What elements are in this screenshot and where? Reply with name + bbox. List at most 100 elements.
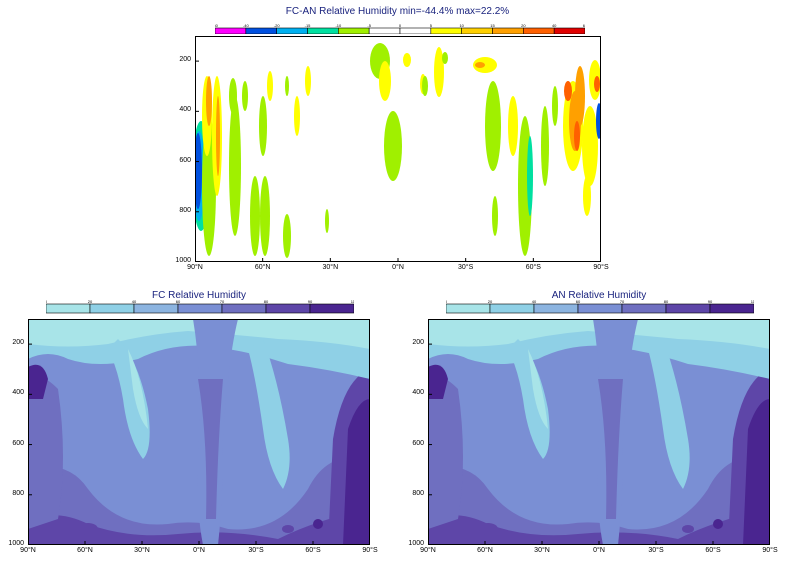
fc-colorbar-swatch [133, 303, 179, 314]
diff-colorbar-tick: -20 [274, 23, 281, 28]
diff-colorbar-swatch [245, 27, 277, 34]
an-colorbar-tick: 0 [446, 299, 448, 304]
fc-colorbar-tick: 90 [308, 299, 313, 304]
an-y-tick-label: 400 [412, 389, 424, 397]
diff-colorbar-tick: 5 [430, 23, 433, 28]
diff-colorbar-tick: -5 [367, 23, 371, 28]
diff-x-tick-label: 60°N [254, 264, 271, 271]
an-y-tick-label: 200 [412, 339, 424, 347]
diff-y-tick-label: 800 [179, 206, 191, 214]
an-colorbar-tick: 70 [620, 299, 625, 304]
an-colorbar-swatch [709, 303, 754, 314]
an-y-tick-label: 800 [412, 489, 424, 497]
fc-y-tick-label: 1000 [8, 540, 24, 547]
fc-colorbar-tick: 80 [264, 299, 269, 304]
diff-y-tick-label: 1000 [175, 257, 191, 264]
fc-colorbar-swatch [46, 303, 91, 314]
an-x-tick-label: 60°S [705, 547, 721, 554]
fc-colorbar-swatch [177, 303, 223, 314]
fc-x-tick-label: 90°S [362, 547, 378, 554]
an-colorbar-swatch [577, 303, 623, 314]
fc-colorbar-swatch [221, 303, 267, 314]
diff-colorbar-swatch [553, 27, 585, 34]
diff-x-tick-label: 90°S [593, 264, 609, 271]
diff-y-tick-label: 600 [179, 156, 191, 164]
diff-colorbar-tick: 0 [399, 23, 402, 28]
fc-colorbar-tick: 40 [132, 299, 137, 304]
an-colorbar-tick: 20 [488, 299, 493, 304]
fc-panel-title: FC Relative Humidity [152, 290, 246, 301]
diff-x-tick-label: 30°N [322, 264, 339, 271]
an-colorbar-swatch [665, 303, 711, 314]
an-x-tick-label: 0°N [593, 547, 605, 554]
diff-x-tick-label: 60°S [525, 264, 541, 271]
fc-colorbar-swatch [265, 303, 311, 314]
an-colorbar-swatch [621, 303, 667, 314]
an-colorbar-tick: 90 [708, 299, 713, 304]
diff-plot [195, 36, 601, 262]
diff-colorbar-tick: 20 [521, 23, 526, 28]
diff-colorbar-swatch [307, 27, 339, 34]
an-colorbar-swatch [446, 303, 491, 314]
diff-colorbar-swatch [492, 27, 524, 34]
fc-colorbar-tick: 0 [46, 299, 48, 304]
diff-colorbar-swatch [399, 27, 432, 34]
fc-plot [28, 319, 370, 545]
diff-colorbar-swatch [215, 27, 247, 34]
diff-colorbar-swatch [276, 27, 308, 34]
diff-y-tick-label: 400 [179, 106, 191, 114]
diff-x-tick-label: 0°N [392, 264, 404, 271]
fc-y-tick-label: 800 [12, 489, 24, 497]
fc-colorbar-tick: 20 [88, 299, 93, 304]
an-panel-title: AN Relative Humidity [551, 290, 647, 301]
fc-y-tick-label: 200 [12, 339, 24, 347]
fc-colorbar-tick: 60 [176, 299, 181, 304]
diff-x-tick-label: 90°N [187, 264, 203, 271]
fc-y-tick-label: 400 [12, 389, 24, 397]
an-colorbar: 0 20 40 60 70 80 90 110 [446, 298, 754, 316]
fc-colorbar: 0 20 40 60 70 80 90 110 [46, 298, 354, 316]
diff-colorbar-tick: -15 [305, 23, 312, 28]
an-x-tick-label: 30°N [534, 547, 550, 554]
diff-colorbar-tick: -10 [335, 23, 342, 28]
diff-colorbar-tick: 60 [583, 23, 585, 28]
an-plot [428, 319, 770, 545]
fc-x-tick-label: 60°N [77, 547, 93, 554]
diff-colorbar-tick: -40 [243, 23, 250, 28]
diff-x-tick-label: 30°S [458, 264, 474, 271]
diff-colorbar: -60 -40 -20 -15 -10 -5 0 5 10 15 20 40 60 [215, 22, 585, 34]
fc-x-tick-label: 30°S [248, 547, 264, 554]
diff-panel-title: FC-AN Relative Humidity min=-44.4% max=2… [285, 6, 510, 17]
an-colorbar-tick: 40 [532, 299, 537, 304]
diff-colorbar-swatch [430, 27, 462, 34]
an-colorbar-swatch [489, 303, 535, 314]
fc-colorbar-swatch [89, 303, 135, 314]
an-colorbar-tick: 60 [576, 299, 581, 304]
an-colorbar-tick: 110 [751, 299, 754, 304]
diff-colorbar-tick: 15 [490, 23, 495, 28]
an-x-tick-label: 60°N [477, 547, 493, 554]
diff-colorbar-tick: -60 [215, 23, 219, 28]
an-contours [428, 319, 770, 545]
fc-x-tick-label: 0°N [193, 547, 205, 554]
an-x-tick-label: 30°S [648, 547, 664, 554]
an-x-tick-label: 90°S [762, 547, 778, 554]
diff-colorbar-tick: 10 [459, 23, 464, 28]
fc-contours [28, 319, 370, 545]
fc-x-tick-label: 60°S [305, 547, 321, 554]
diff-colorbar-swatch [523, 27, 555, 34]
diff-colorbar-swatch [338, 27, 370, 34]
fc-x-tick-label: 30°N [134, 547, 150, 554]
fc-colorbar-tick: 70 [220, 299, 225, 304]
an-y-tick-label: 1000 [408, 540, 424, 547]
an-x-tick-label: 90°N [420, 547, 436, 554]
an-colorbar-tick: 80 [664, 299, 669, 304]
an-colorbar-swatch [533, 303, 579, 314]
fc-colorbar-tick: 110 [351, 299, 354, 304]
an-y-tick-label: 600 [412, 439, 424, 447]
diff-colorbar-swatch [461, 27, 493, 34]
fc-x-tick-label: 90°N [20, 547, 36, 554]
diff-contours [195, 43, 601, 258]
fc-colorbar-swatch [309, 303, 354, 314]
diff-colorbar-tick: 40 [552, 23, 557, 28]
